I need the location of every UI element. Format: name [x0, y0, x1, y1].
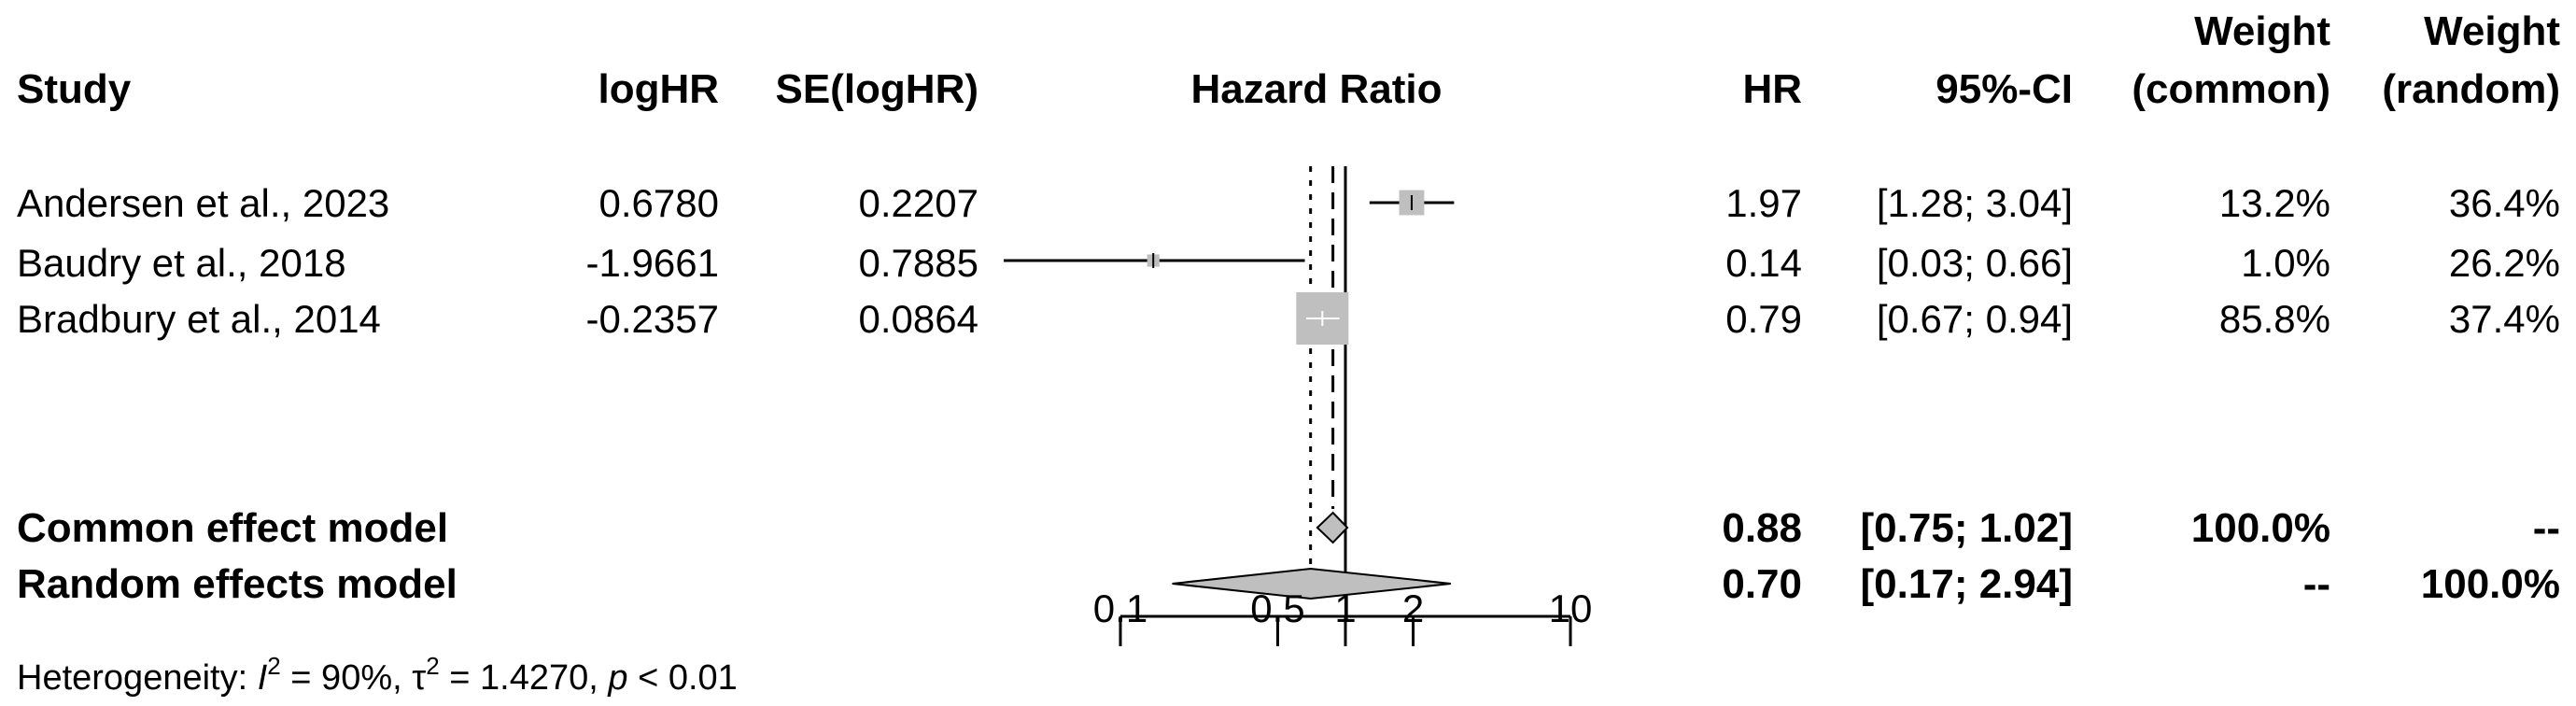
study-hr: 0.79 [1725, 297, 1802, 341]
heterogeneity-i-symbol: I [258, 658, 268, 698]
study-weight-common: 1.0% [2241, 241, 2330, 285]
study-row-3: Bradbury et al., 2014 -0.2357 0.0864 0.7… [17, 297, 2560, 341]
study-ci: [0.03; 0.66] [1877, 241, 2073, 285]
header-weight-common-line2: (common) [2132, 66, 2330, 112]
model-ci: [0.75; 1.02] [1861, 505, 2073, 551]
study-name: Bradbury et al., 2014 [17, 297, 381, 341]
study-row-1: Andersen et al., 2023 0.6780 0.2207 1.97… [17, 181, 2560, 225]
x-axis-tick-label: 2 [1402, 586, 1424, 630]
model-name: Common effect model [17, 505, 448, 551]
x-axis-tick-label: 1 [1334, 586, 1356, 630]
header-hazard-ratio: Hazard Ratio [1191, 66, 1443, 112]
model-name: Random effects model [17, 561, 457, 607]
heterogeneity-i2-value: = 90%, [281, 658, 412, 698]
study-weight-random: 37.4% [2449, 297, 2560, 341]
heterogeneity-tau-symbol: τ [412, 658, 426, 698]
model-weight-common: 100.0% [2191, 505, 2330, 551]
heterogeneity-p-value: < 0.01 [628, 658, 738, 698]
heterogeneity-label: Heterogeneity: [17, 658, 258, 698]
model-row-common: Common effect model 0.88 [0.75; 1.02] 10… [17, 505, 2560, 551]
study-ci: [1.28; 3.04] [1877, 181, 2073, 225]
header-hr: HR [1742, 66, 1802, 112]
random-effects-diamond [1172, 567, 1451, 600]
study-se: 0.7885 [859, 241, 978, 285]
heterogeneity-tau-superscript: 2 [426, 652, 439, 680]
study-name: Baudry et al., 2018 [17, 241, 346, 285]
study-loghr: 0.6780 [599, 181, 719, 225]
model-hr: 0.88 [1722, 505, 1802, 551]
study-weight-common: 85.8% [2219, 297, 2330, 341]
model-weight-common: -- [2303, 561, 2330, 607]
study-ci: [0.67; 0.94] [1877, 297, 2073, 341]
plot-area: 0.1 0.5 1 2 10 [1004, 166, 1592, 646]
header-weight-random-line1: Weight [2424, 8, 2560, 54]
model-weight-random: -- [2533, 505, 2560, 551]
study-loghr: -0.2357 [586, 297, 719, 341]
x-axis-tick-label: 0.5 [1250, 586, 1304, 630]
x-axis-tick-label: 0.1 [1093, 586, 1147, 630]
header-weight-common-line1: Weight [2194, 8, 2330, 54]
model-hr: 0.70 [1722, 561, 1802, 607]
study-se: 0.0864 [859, 297, 978, 341]
study-row-2: Baudry et al., 2018 -1.9661 0.7885 0.14 … [17, 241, 2560, 285]
study-hr: 0.14 [1725, 241, 1802, 285]
header-weight-random-line2: (random) [2382, 66, 2560, 112]
common-effect-diamond [1316, 511, 1349, 544]
header-study: Study [17, 66, 132, 112]
heterogeneity-i-superscript: 2 [267, 652, 280, 680]
study-weight-random: 26.2% [2449, 241, 2560, 285]
study-name: Andersen et al., 2023 [17, 181, 389, 225]
model-row-random: Random effects model 0.70 [0.17; 2.94] -… [17, 561, 2560, 607]
model-weight-random: 100.0% [2421, 561, 2560, 607]
study-loghr: -1.9661 [586, 241, 719, 285]
heterogeneity-p-symbol: p [607, 658, 627, 698]
header-ci: 95%-CI [1936, 66, 2073, 112]
heterogeneity-text: Heterogeneity: I2 = 90%, τ2 = 1.4270, p … [17, 652, 738, 698]
study-hr: 1.97 [1725, 181, 1802, 225]
x-axis-tick-label: 10 [1549, 586, 1593, 630]
study-weight-common: 13.2% [2219, 181, 2330, 225]
header-se: SE(logHR) [775, 66, 978, 112]
header-loghr: logHR [598, 66, 719, 112]
study-weight-random: 36.4% [2449, 181, 2560, 225]
model-ci: [0.17; 2.94] [1861, 561, 2073, 607]
study-se: 0.2207 [859, 181, 978, 225]
heterogeneity-tau2-value: = 1.4270, [440, 658, 609, 698]
